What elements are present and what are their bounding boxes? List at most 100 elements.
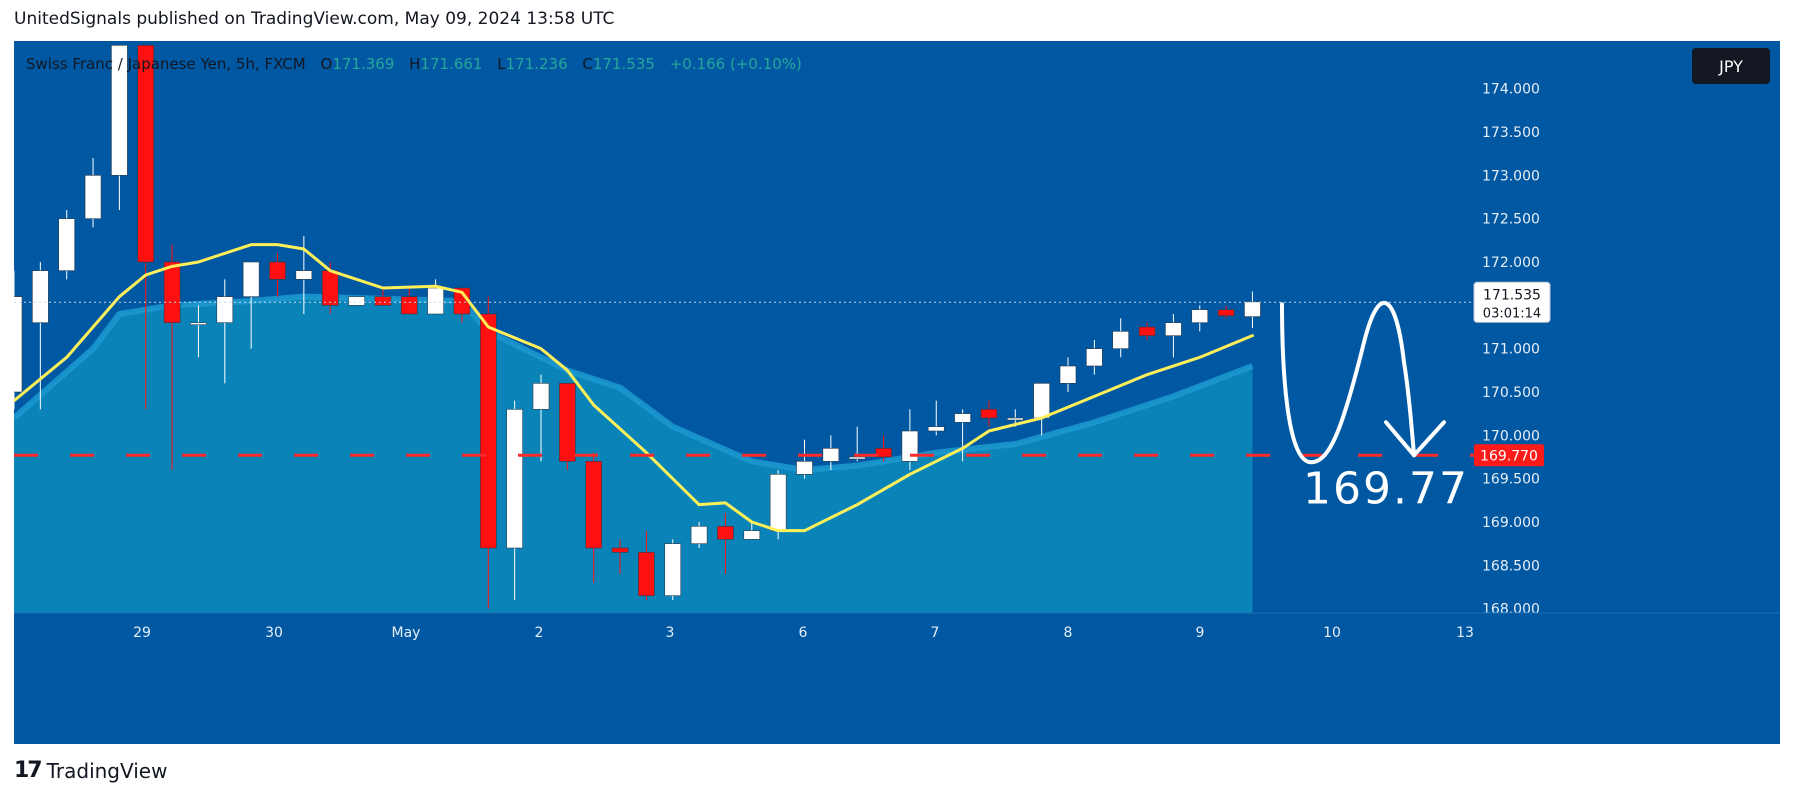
close-label: C (582, 55, 593, 73)
candle-body (506, 409, 523, 549)
candle-body (927, 426, 945, 432)
x-tick-label: May (392, 625, 421, 641)
symbol-legend: Swiss Franc / Japanese Yen, 5h, FXCM O17… (26, 55, 802, 73)
projection-arrow (1280, 300, 1416, 465)
candle-body (1006, 417, 1024, 421)
y-tick-label: 168.500 (1482, 558, 1540, 574)
tradingview-logo-icon: 17 (14, 758, 43, 783)
y-tick-label: 170.500 (1482, 385, 1540, 401)
open-label: O (320, 55, 333, 73)
price-tag (1473, 281, 1551, 323)
candle-body (479, 313, 497, 549)
candle-body (137, 45, 155, 263)
candle-body (954, 413, 971, 423)
candle-body (664, 543, 682, 596)
x-tick-label: 30 (265, 625, 283, 641)
price-tag-value: 171.535 (1483, 287, 1541, 303)
candle-body (1244, 301, 1261, 317)
candle-body (1191, 309, 1209, 323)
candle-body (14, 296, 23, 393)
candle-body (690, 526, 708, 544)
x-tick-label: 8 (1064, 625, 1073, 641)
y-tick-label: 170.000 (1482, 428, 1540, 444)
x-tick-label: 13 (1456, 625, 1474, 641)
attribution-text: UnitedSignals published on TradingView.c… (14, 9, 615, 29)
change-value: +0.166 (+0.10%) (669, 55, 802, 73)
price-tag-countdown: 03:01:14 (1483, 306, 1541, 321)
y-tick-label: 168.000 (1482, 602, 1540, 618)
target-price-tag (1474, 444, 1544, 467)
candle-body (848, 456, 866, 460)
candle-body (532, 383, 550, 410)
y-tick-label: 174.000 (1482, 82, 1540, 98)
candle-body (242, 261, 260, 297)
candle-body (822, 448, 840, 462)
candle-body (1138, 326, 1156, 336)
candle-body (901, 430, 919, 462)
candle-body (1086, 348, 1103, 367)
high-value: 171.661 (420, 55, 483, 73)
candle-body (611, 547, 629, 553)
candle-body (295, 270, 313, 280)
candle-layer (14, 45, 1261, 609)
candle-body (585, 461, 603, 549)
candle-body (427, 287, 444, 315)
y-tick-label: 171.000 (1482, 342, 1540, 358)
high-label: H (409, 55, 421, 73)
candle-body (400, 296, 418, 315)
candlestick-chart[interactable]: 169.77 174.000 173.500 173.000 172.500 172.0… (14, 41, 1780, 744)
candle-body (32, 270, 49, 323)
candle-body (1033, 383, 1050, 419)
candle-body (980, 409, 998, 419)
candle-body (216, 296, 234, 323)
candle-body (58, 218, 76, 271)
candle-body (769, 474, 787, 531)
currency-button[interactable]: JPY (1692, 48, 1770, 84)
low-label: L (497, 55, 506, 73)
y-tick-label: 169.000 (1482, 515, 1540, 531)
x-tick-label: 10 (1323, 625, 1341, 641)
x-tick-label: 6 (799, 625, 808, 641)
candle-body (1112, 331, 1129, 349)
low-value: 171.236 (505, 55, 568, 73)
line-layer (14, 243, 1254, 533)
candle-body (374, 296, 392, 306)
candle-body (1165, 322, 1182, 336)
x-tick-label: 29 (133, 625, 151, 641)
x-tick-label: 9 (1196, 625, 1205, 641)
y-tick-label: 173.000 (1482, 168, 1540, 184)
candle-body (84, 175, 102, 219)
candle-body (717, 526, 734, 540)
moving-average-line (14, 243, 1254, 533)
candle-body (1217, 309, 1235, 317)
arrow-head (1384, 420, 1446, 458)
candle-body (163, 261, 181, 323)
y-tick-label: 173.500 (1482, 125, 1540, 141)
tradingview-logo[interactable]: 17 TradingView (14, 758, 167, 783)
y-tick-label: 169.500 (1482, 472, 1540, 488)
x-tick-label: 3 (666, 625, 675, 641)
y-tick-label: 172.000 (1482, 255, 1540, 271)
y-tick-label: 172.500 (1482, 212, 1540, 228)
candle-body (1059, 365, 1077, 384)
symbol-name: Swiss Franc / Japanese Yen, 5h, FXCM (26, 55, 306, 73)
x-tick-label: 2 (535, 625, 544, 641)
candle-body (321, 270, 339, 306)
brand-name: TradingView (46, 758, 168, 783)
target-price-tag-value: 169.770 (1480, 448, 1538, 464)
x-tick-label: 7 (931, 625, 940, 641)
overlay-layer: 169.77 (14, 300, 1484, 514)
candle-body (875, 448, 892, 458)
candle-body (111, 45, 128, 176)
chart-area[interactable]: 169.77 174.000 173.500 173.000 172.500 172.0… (14, 41, 1780, 744)
candle-body (796, 461, 813, 475)
candle-body (743, 530, 761, 540)
target-annotation: 169.77 (1303, 463, 1469, 514)
close-value: 171.535 (592, 55, 655, 73)
candle-body (638, 552, 655, 596)
open-value: 171.369 (332, 55, 395, 73)
candle-body (269, 261, 286, 280)
candle-body (190, 322, 207, 325)
candle-body (348, 296, 365, 306)
axis-layer: 174.000 173.500 173.000 172.500 172.000 171.0… (14, 82, 1780, 744)
